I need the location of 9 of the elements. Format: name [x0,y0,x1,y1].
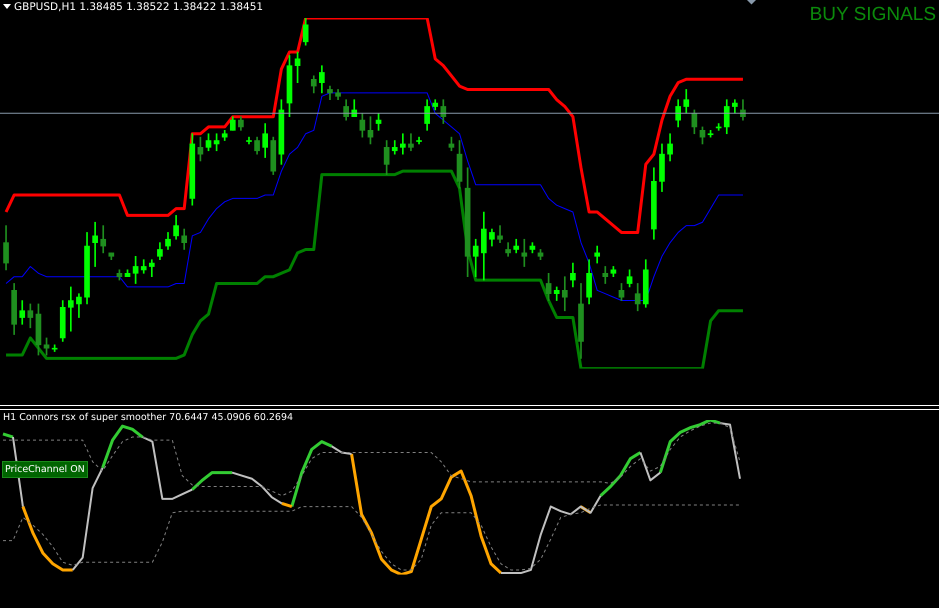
candlestick [294,52,300,84]
candlestick [408,133,414,152]
candlestick [708,130,714,138]
candlestick [497,225,503,243]
candlestick [44,338,50,356]
chart-title: GBPUSD,H1 1.38485 1.38522 1.38422 1.38451 [14,1,264,13]
text: BUY SIGNALS [810,4,936,26]
chart-title: H1 Connors rsx of super smoother 70.6447 45.0906 60.2694 [3,412,294,423]
annotation: PriceChannel ON [2,461,88,478]
